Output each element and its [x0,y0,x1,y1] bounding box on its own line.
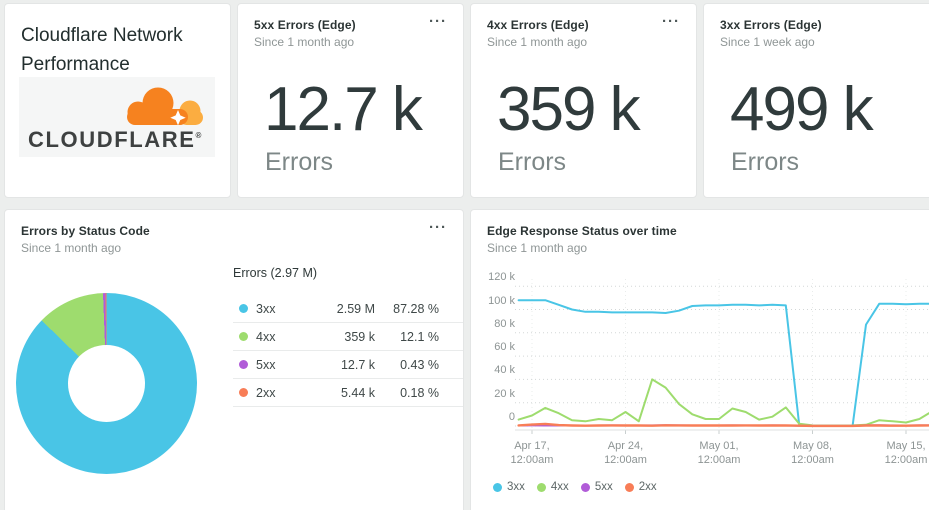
card-title: 3xx Errors (Edge) [720,18,822,32]
legend-color-dot [493,482,502,492]
card-time-range: Since 1 week ago [720,35,815,49]
x-tick-label: May 01, 12:00am [697,440,741,466]
legend-item[interactable]: 3xx [493,481,525,493]
y-tick-label: 60 k [494,341,515,354]
card-edge-response-status: Edge Response Status over time Since 1 m… [470,209,929,510]
table-row[interactable]: 4xx 359 k 12.1 % [233,323,463,351]
card-menu-button[interactable]: ··· [662,13,680,30]
metric-value: 499 k [730,75,874,144]
series-percent: 12.1 % [400,329,439,344]
legend-label: 3xx [507,481,525,493]
series-line-2xx [517,422,929,428]
legend-item[interactable]: 2xx [624,481,657,493]
pie-table-header: Errors (2.97 M) [233,266,318,280]
y-tick-label: 20 k [494,387,515,400]
card-4xx-errors: 4xx Errors (Edge) Since 1 month ago ··· … [470,3,697,198]
metric-unit-label: Errors [265,148,334,176]
series-label: 5xx [256,357,276,372]
series-color-dot [239,304,248,313]
dashboard-title: Cloudflare Network Performance [21,25,183,75]
table-row[interactable]: 2xx 5.44 k 0.18 % [233,379,463,407]
series-label: 2xx [256,385,276,400]
legend-label: 4xx [550,481,569,493]
metric-value: 359 k [497,75,641,144]
x-tick-label: May 08, 12:00am [791,440,834,466]
card-title: 5xx Errors (Edge) [254,18,356,32]
card-time-range: Since 1 month ago [487,35,588,49]
legend-label: 5xx [594,481,613,493]
legend-color-dot [580,482,590,492]
header-card: Cloudflare Network Performance CLOUDFLAR… [4,3,231,198]
pie-legend-table: Errors (2.97 M) 3xx 2.59 M 87.28 % 4xx 3… [233,266,463,407]
series-value: 2.59 M [336,301,375,316]
y-tick-label: 0 [508,411,515,423]
card-time-range: Since 1 month ago [487,241,588,255]
series-value: 5.44 k [340,385,375,400]
legend-item[interactable]: 4xx [536,481,569,493]
series-percent: 87.28 % [393,301,439,316]
card-time-range: Since 1 month ago [254,35,355,49]
table-row[interactable]: 5xx 12.7 k 0.43 % [233,351,463,379]
x-tick-label: May 15, 12:00am [884,440,928,466]
series-label: 4xx [256,329,276,344]
card-title: 4xx Errors (Edge) [487,18,589,32]
y-tick-label: 120 k [488,271,515,284]
series-color-dot [239,360,248,369]
cloudflare-wordmark-text: CLOUDFLARE [28,127,196,152]
series-label: 3xx [256,301,276,316]
series-value: 12.7 k [340,357,375,372]
cloudflare-cloud-icon [127,87,203,126]
y-tick-label: 40 k [494,364,515,377]
series-color-dot [239,388,248,397]
card-5xx-errors: 5xx Errors (Edge) Since 1 month ago ··· … [237,3,464,198]
metric-unit-label: Errors [498,148,567,176]
series-percent: 0.43 % [400,357,439,372]
series-value: 359 k [344,329,375,344]
series-percent: 0.18 % [400,385,439,400]
legend-label: 2xx [638,481,657,493]
donut-chart[interactable] [16,293,197,474]
cloudflare-logo: CLOUDFLARE® [19,77,215,157]
card-errors-by-status-code: Errors by Status Code Since 1 month ago … [4,209,464,510]
card-3xx-errors: 3xx Errors (Edge) Since 1 week ago ··· 4… [703,3,929,198]
legend-color-dot [536,482,546,492]
card-title: Edge Response Status over time [487,224,677,238]
card-menu-button[interactable]: ··· [429,13,447,30]
legend-item[interactable]: 5xx [580,481,613,493]
dashboard-grid: Cloudflare Network Performance CLOUDFLAR… [4,3,929,510]
metric-value: 12.7 k [264,75,423,144]
card-title: Errors by Status Code [21,224,150,238]
series-color-dot [239,332,248,341]
chart-legend: 3xx 4xx 5xx 2xx [493,481,657,493]
time-series-chart[interactable] [515,271,929,441]
y-tick-label: 100 k [488,294,515,307]
card-menu-button[interactable]: ··· [429,219,447,236]
legend-color-dot [624,482,634,492]
x-tick-label: Apr 24, 12:00am [604,440,647,466]
metric-unit-label: Errors [731,148,800,176]
x-tick-label: Apr 17, 12:00am [510,440,554,466]
card-time-range: Since 1 month ago [21,241,122,255]
series-line-3xx [517,299,929,427]
cloudflare-wordmark: CLOUDFLARE® [28,129,201,151]
table-row[interactable]: 3xx 2.59 M 87.28 % [233,295,463,323]
y-tick-label: 80 k [494,317,515,330]
registered-mark: ® [195,131,202,140]
